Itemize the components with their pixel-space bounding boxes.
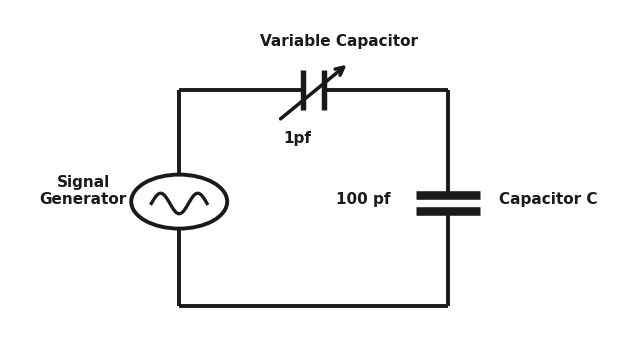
Text: 100 pf: 100 pf bbox=[336, 192, 390, 207]
Text: 1pf: 1pf bbox=[284, 131, 312, 147]
Text: Signal
Generator: Signal Generator bbox=[40, 175, 127, 207]
Text: Variable Capacitor: Variable Capacitor bbox=[260, 33, 418, 49]
Text: Capacitor C: Capacitor C bbox=[499, 192, 598, 207]
